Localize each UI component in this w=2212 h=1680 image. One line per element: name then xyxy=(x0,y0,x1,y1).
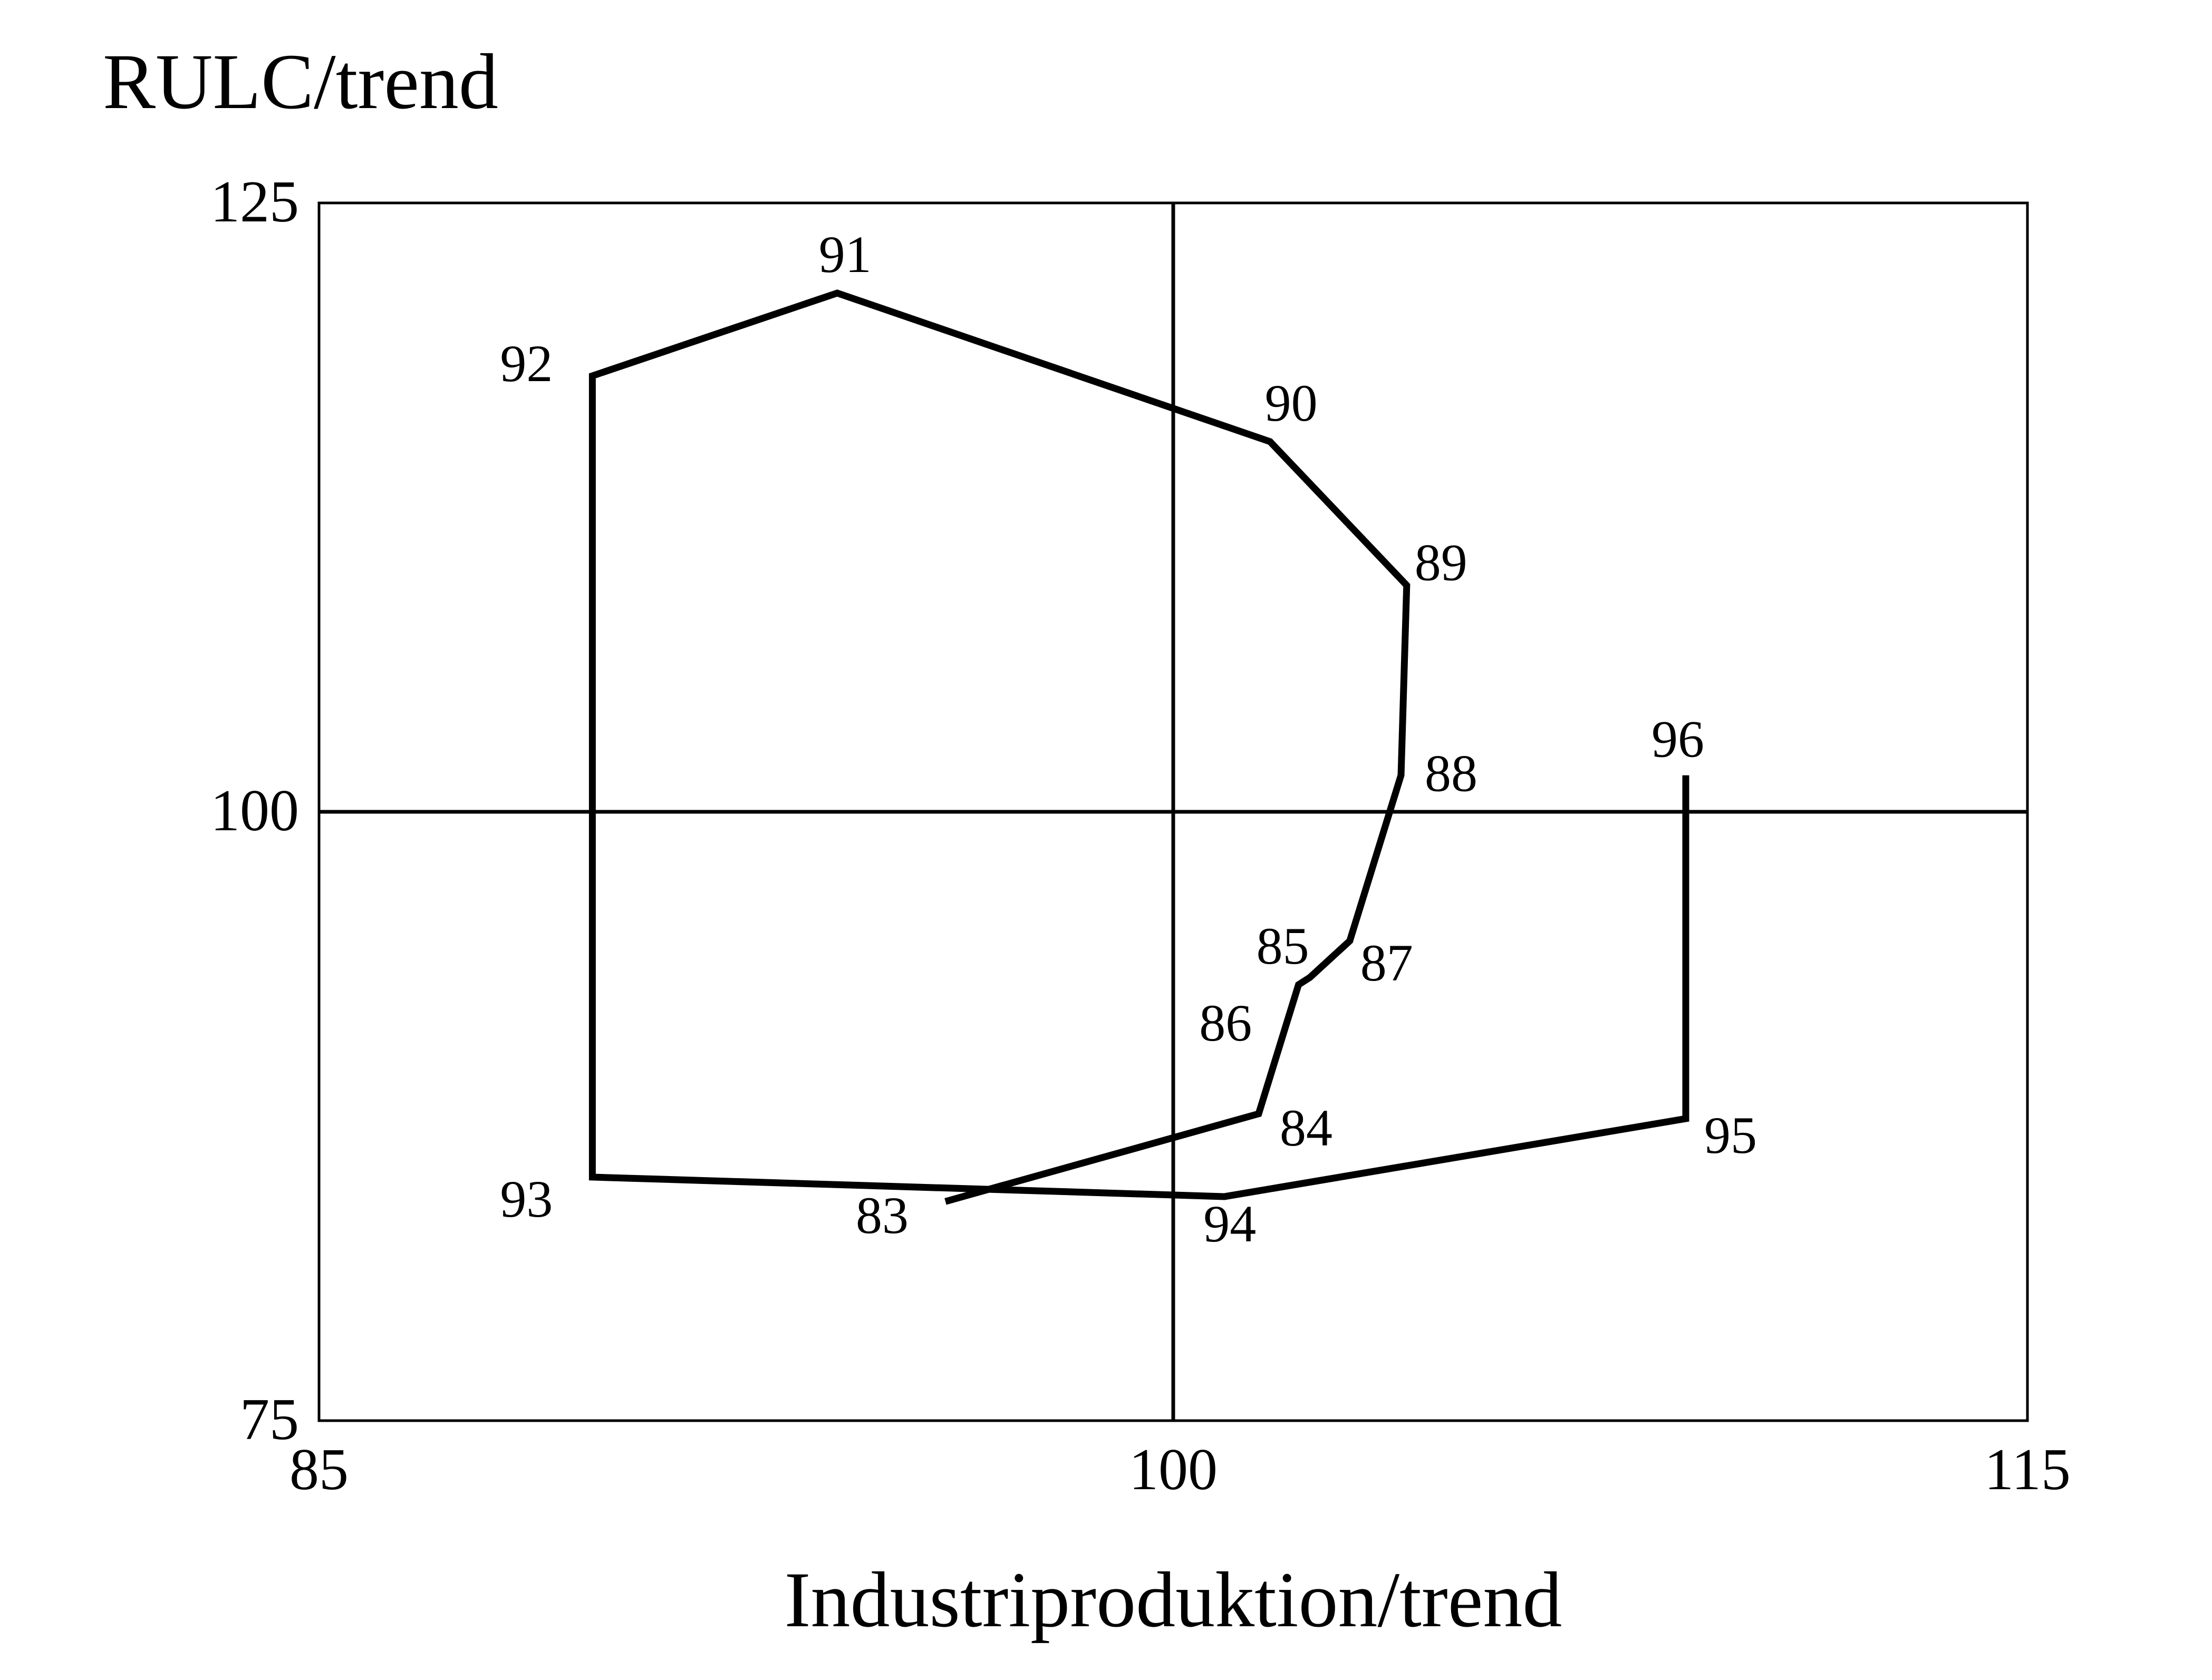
point-label: 92 xyxy=(500,334,553,393)
point-label: 94 xyxy=(1203,1195,1256,1253)
y-tick-label: 125 xyxy=(210,169,299,235)
x-tick-label: 115 xyxy=(1984,1437,2071,1502)
x-tick-label: 85 xyxy=(289,1437,349,1502)
point-label: 86 xyxy=(1199,994,1252,1052)
point-label: 83 xyxy=(856,1186,909,1245)
point-label: 87 xyxy=(1360,934,1413,992)
point-label: 96 xyxy=(1651,710,1704,769)
x-tick-label: 100 xyxy=(1129,1437,1218,1502)
y-tick-label: 75 xyxy=(240,1387,299,1452)
point-label: 91 xyxy=(819,225,872,284)
point-label: 95 xyxy=(1704,1106,1757,1164)
tick-labels: 85 100 115 75 100 125 xyxy=(210,169,2071,1502)
x-axis-title: Industriproduktion/trend xyxy=(785,1556,1562,1644)
series-path-line xyxy=(588,289,1689,1205)
point-label: 90 xyxy=(1265,374,1318,432)
point-label: 88 xyxy=(1425,744,1477,803)
point-label: 89 xyxy=(1415,533,1467,591)
point-label: 93 xyxy=(500,1170,553,1228)
point-label: 85 xyxy=(1257,917,1309,975)
y-axis-title: RULC/trend xyxy=(103,38,498,125)
y-tick-label: 100 xyxy=(210,778,299,843)
point-label: 84 xyxy=(1280,1099,1332,1157)
